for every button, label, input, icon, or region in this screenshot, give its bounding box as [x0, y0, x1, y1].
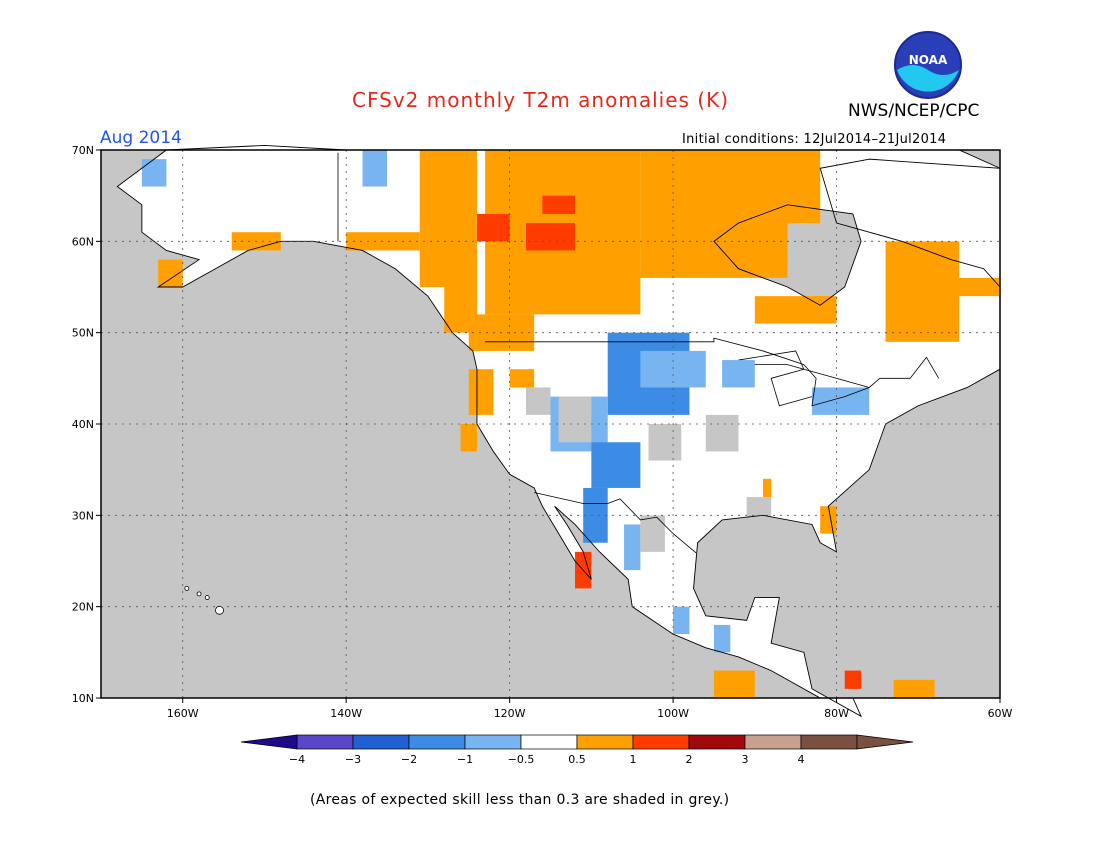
longitude-labels: 160W 140W 120W 100W 80W 60W — [167, 698, 1013, 720]
anomaly-cell — [950, 277, 1000, 297]
colorbar: −4 −3 −2 −1 −0.5 0.5 1 2 3 4 — [240, 734, 914, 766]
agency-label: NWS/NCEP/CPC — [848, 101, 980, 121]
lon-tick-label: 80W — [824, 707, 849, 720]
anomaly-cell — [713, 670, 755, 698]
lon-tick-label: 100W — [657, 707, 689, 720]
colorbar-swatch — [520, 734, 578, 750]
anomaly-cell — [583, 487, 608, 543]
lon-tick-label: 160W — [167, 707, 199, 720]
colorbar-low-arrow — [240, 734, 298, 750]
colorbar-label: 0.5 — [568, 753, 586, 766]
hawaii-island — [215, 605, 224, 615]
anomaly-cell — [558, 396, 592, 443]
colorbar-label: 2 — [686, 753, 693, 766]
lat-tick-label: 10N — [72, 692, 94, 705]
anomaly-cell — [640, 515, 665, 552]
colorbar-swatch — [800, 734, 858, 750]
anomaly-cell — [362, 150, 388, 187]
anomaly-cell — [444, 287, 477, 333]
initial-conditions: Initial conditions: 12Jul2014–21Jul2014 — [682, 132, 947, 147]
lon-tick-label: 120W — [494, 707, 526, 720]
hawaii-island — [204, 595, 210, 600]
anomaly-cell — [885, 241, 960, 342]
lat-tick-label: 70N — [72, 144, 94, 157]
colorbar-label: −4 — [289, 753, 305, 766]
colorbar-high-arrow — [856, 734, 914, 750]
lat-tick-label: 30N — [72, 509, 94, 522]
colorbar-swatch — [576, 734, 634, 750]
anomaly-cell — [803, 579, 837, 598]
anomaly-cell — [673, 606, 690, 635]
colorbar-swatch — [352, 734, 410, 750]
map-graticule — [101, 150, 1000, 698]
colorbar-swatch — [744, 734, 802, 750]
anomaly-cell — [476, 213, 510, 242]
logo-text: NOAA — [909, 53, 948, 67]
colorbar-label: −3 — [345, 753, 361, 766]
coastline — [116, 144, 1001, 718]
lat-tick-label: 20N — [72, 601, 94, 614]
colorbar-label: −0.5 — [508, 753, 535, 766]
anomaly-cell — [468, 369, 494, 415]
hawaii-island — [196, 591, 202, 597]
anomaly-cell — [640, 150, 788, 278]
anomaly-cell — [648, 424, 682, 461]
hawaii-island — [184, 586, 190, 591]
anomaly-cell — [844, 670, 862, 689]
anomaly-cell — [509, 369, 535, 388]
anomaly-cell — [812, 387, 870, 415]
colorbar-swatch — [464, 734, 522, 750]
colorbar-label: −1 — [457, 753, 473, 766]
country-border — [485, 337, 940, 407]
chart-title: CFSv2 monthly T2m anomalies (K) — [352, 88, 729, 112]
anomaly-cell — [525, 387, 551, 415]
colorbar-label: −2 — [401, 753, 417, 766]
anomaly-cell — [460, 424, 477, 452]
hudson-bay-coast — [713, 204, 862, 306]
colorbar-swatch — [408, 734, 466, 750]
anomaly-cell — [525, 223, 576, 251]
colorbar-label: 3 — [742, 753, 749, 766]
colorbar-label: 1 — [630, 753, 637, 766]
anomaly-cell — [926, 561, 968, 589]
colorbar-swatch — [688, 734, 746, 750]
anomaly-cell — [591, 442, 641, 488]
anomaly-cell — [141, 159, 167, 187]
anomaly-cell — [893, 679, 935, 698]
anomaly-cell — [542, 195, 576, 214]
anomaly-cell — [419, 150, 477, 287]
anomaly-cell — [746, 497, 772, 525]
forecast-period: Aug 2014 — [100, 128, 182, 148]
anomaly-cell — [820, 506, 837, 534]
lat-tick-label: 60N — [72, 235, 94, 248]
anomaly-cell — [705, 414, 739, 452]
lat-tick-label: 50N — [72, 327, 94, 340]
anomaly-cell — [762, 478, 772, 498]
lat-tick-label: 40N — [72, 418, 94, 431]
colorbar-swatch — [296, 734, 354, 750]
colorbar-label: 4 — [798, 753, 805, 766]
lon-tick-label: 140W — [330, 707, 362, 720]
colorbar-swatch — [632, 734, 690, 750]
country-border — [534, 492, 697, 554]
anomaly-cell — [713, 624, 731, 653]
anomaly-cell — [624, 524, 641, 571]
lon-tick-label: 60W — [988, 707, 1013, 720]
noaa-logo: NOAA — [894, 31, 962, 99]
latitude-labels: 10N 20N 30N 40N 50N 60N 70N — [72, 144, 101, 705]
anomaly-cell — [754, 296, 837, 324]
anomaly-cell — [713, 579, 739, 607]
footnote: (Areas of expected skill less than 0.3 a… — [310, 792, 730, 808]
anomaly-cell — [787, 150, 821, 224]
anomaly-cell — [722, 360, 755, 388]
